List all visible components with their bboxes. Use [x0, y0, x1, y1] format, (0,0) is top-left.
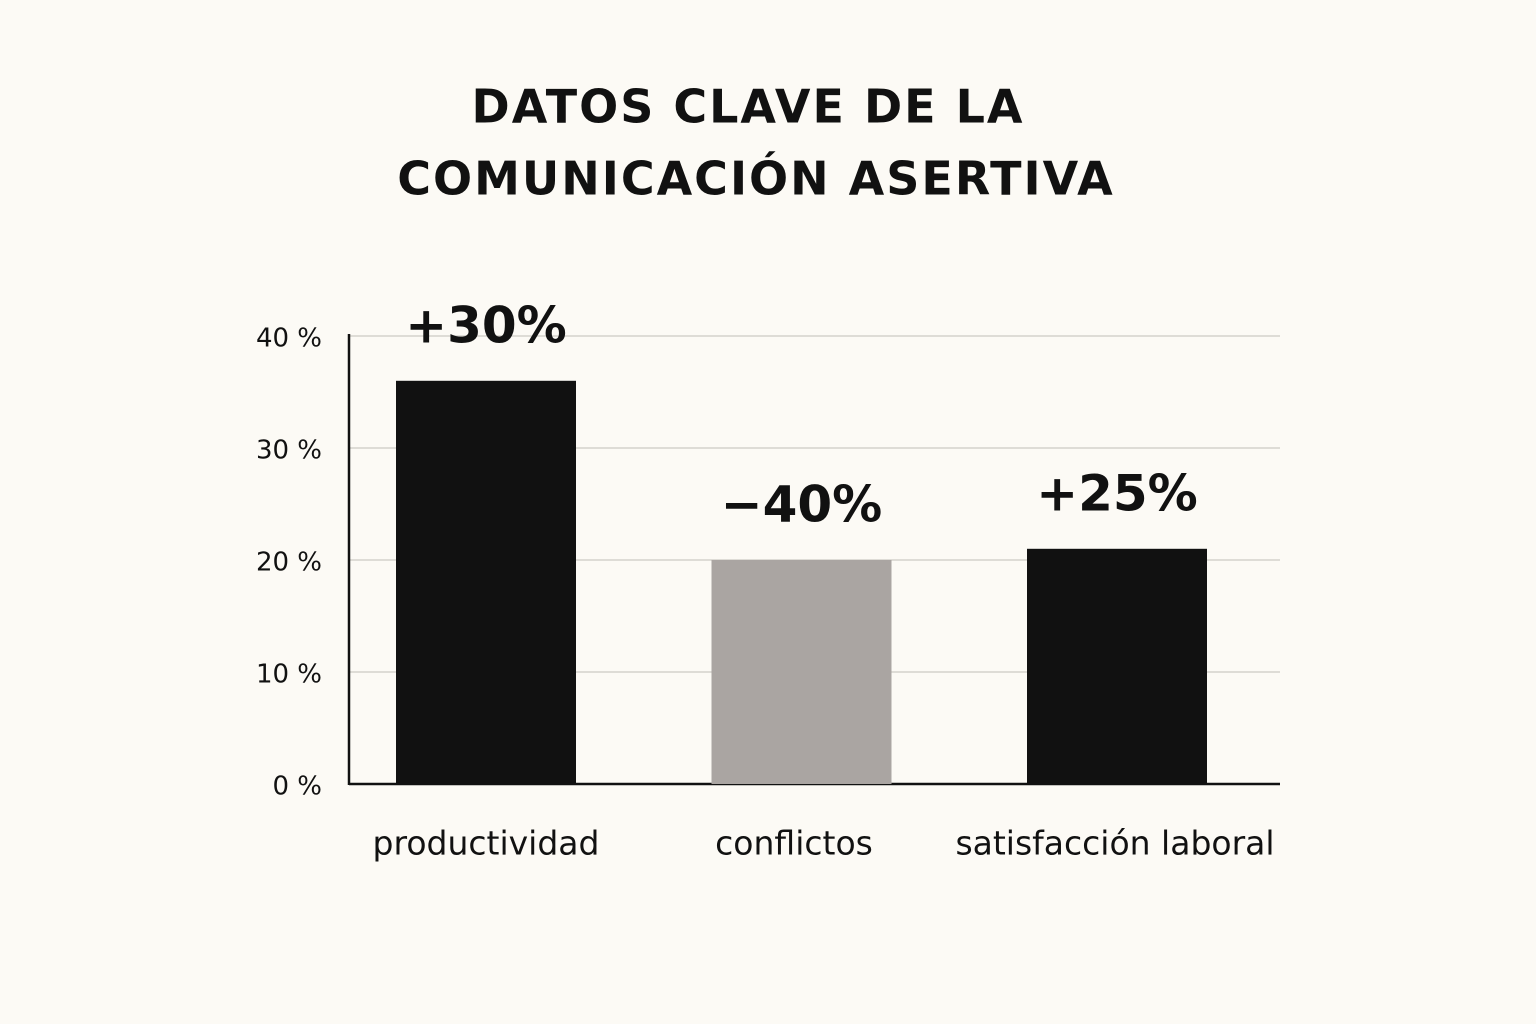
- chart-title: COMUNICACIÓN ASERTIVA: [397, 152, 1115, 206]
- y-tick-label: 0 %: [272, 772, 322, 802]
- y-tick-label: 30 %: [256, 436, 322, 466]
- y-tick-label: 10 %: [256, 660, 322, 690]
- y-tick-label: 40 %: [256, 324, 322, 354]
- y-tick-label: 20 %: [256, 548, 322, 578]
- annotation: +25%: [1036, 464, 1198, 522]
- annotation: +30%: [405, 296, 567, 354]
- bar: [396, 380, 576, 784]
- x-tick-label: satisfacción laboral: [955, 824, 1274, 863]
- annotation: −40%: [721, 476, 883, 534]
- x-tick-label: conflictos: [715, 824, 873, 863]
- chart-title: DATOS CLAVE DE LA: [472, 80, 1025, 134]
- x-tick-label: productividad: [373, 824, 600, 863]
- bar: [711, 560, 892, 784]
- bar: [1027, 548, 1207, 784]
